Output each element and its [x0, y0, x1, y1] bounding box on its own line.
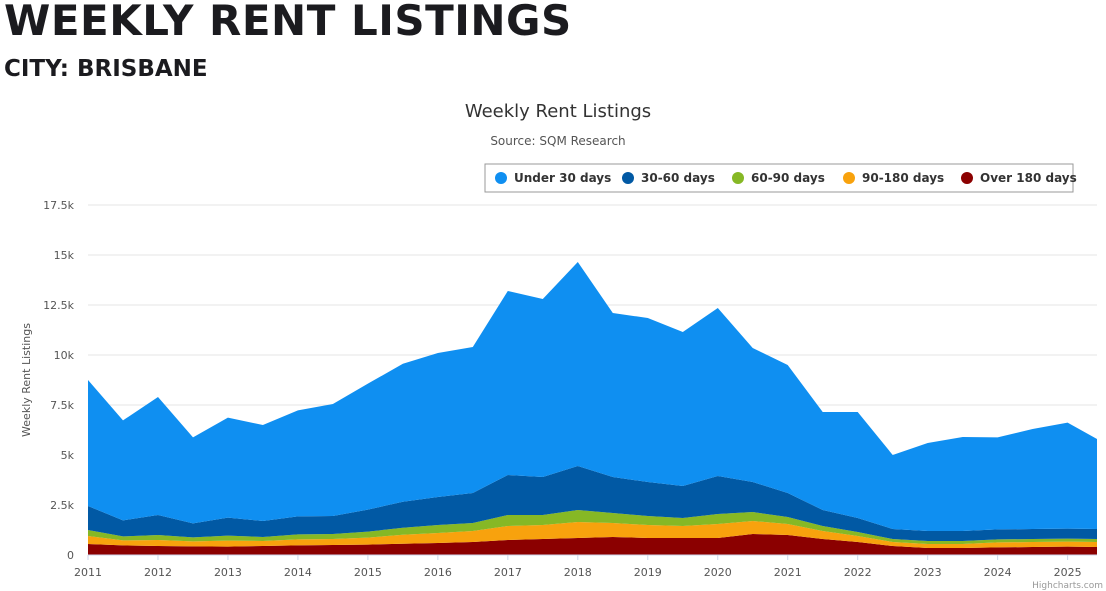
legend-marker-over-180	[961, 172, 973, 184]
area-series-60-90-days	[88, 510, 1097, 544]
y-tick-label: 2.5k	[50, 499, 74, 512]
legend: Under 30 days 30-60 days 60-90 days 90-1…	[484, 163, 1077, 193]
x-tick-label: 2021	[774, 566, 802, 579]
page-subheading: CITY: BRISBANE	[4, 56, 208, 82]
x-tick-label: 2018	[564, 566, 592, 579]
legend-label-under-30: Under 30 days	[514, 171, 611, 185]
y-tick-label: 7.5k	[50, 399, 74, 412]
y-tick-label: 10k	[54, 349, 75, 362]
x-tick-label: 2013	[214, 566, 242, 579]
legend-marker-30-60	[622, 172, 634, 184]
legend-item-90-180[interactable]: 90-180 days	[843, 171, 944, 185]
legend-box	[484, 163, 1074, 193]
x-tick-label: 2012	[144, 566, 172, 579]
x-tick-label: 2017	[494, 566, 522, 579]
legend-marker-60-90	[732, 172, 744, 184]
legend-item-over-180[interactable]: Over 180 days	[961, 171, 1077, 185]
chart-subtitle: Source: SQM Research	[490, 134, 625, 148]
x-tick-label: 2023	[914, 566, 942, 579]
legend-label-over-180: Over 180 days	[980, 171, 1077, 185]
y-tick-label: 5k	[61, 449, 75, 462]
x-tick-label: 2020	[704, 566, 732, 579]
x-axis-tick-labels: 2011 2012 2013 2014 2015 2016 2017 2018 2019 2020…	[74, 554, 1097, 579]
x-tick-label: 2015	[354, 566, 382, 579]
legend-item-under-30[interactable]: Under 30 days	[495, 171, 611, 185]
stacked-areas	[88, 262, 1097, 555]
y-tick-label: 15k	[54, 249, 75, 262]
legend-label-30-60: 30-60 days	[641, 171, 715, 185]
y-tick-label: 0	[67, 549, 74, 562]
page-heading: WEEKLY RENT LISTINGS	[4, 0, 572, 45]
area-series-30-60-days	[88, 466, 1097, 541]
y-axis-title: Weekly Rent Listings	[20, 323, 33, 437]
y-axis-tick-labels: 0 2.5k 5k 7.5k 10k 12.5k 15k 17.5k	[43, 199, 74, 562]
x-tick-label: 2025	[1054, 566, 1082, 579]
chart-title: Weekly Rent Listings	[465, 101, 651, 122]
x-tick-label: 2011	[74, 566, 102, 579]
x-tick-label: 2022	[844, 566, 872, 579]
x-tick-label: 2016	[424, 566, 452, 579]
legend-marker-90-180	[843, 172, 855, 184]
legend-label-90-180: 90-180 days	[862, 171, 944, 185]
x-tick-label: 2024	[984, 566, 1012, 579]
y-tick-label: 12.5k	[43, 299, 74, 312]
x-tick-label: 2019	[634, 566, 662, 579]
legend-marker-under-30	[495, 172, 507, 184]
area-series-90-180-days	[88, 521, 1097, 548]
legend-label-60-90: 60-90 days	[751, 171, 825, 185]
legend-item-30-60[interactable]: 30-60 days	[622, 171, 715, 185]
area-series-over-180-days	[88, 534, 1097, 555]
legend-item-60-90[interactable]: 60-90 days	[732, 171, 825, 185]
credits-link[interactable]: Highcharts.com	[1032, 581, 1103, 591]
area-series-under-30-days	[88, 262, 1097, 531]
y-tick-label: 17.5k	[43, 199, 74, 212]
x-tick-label: 2014	[284, 566, 312, 579]
